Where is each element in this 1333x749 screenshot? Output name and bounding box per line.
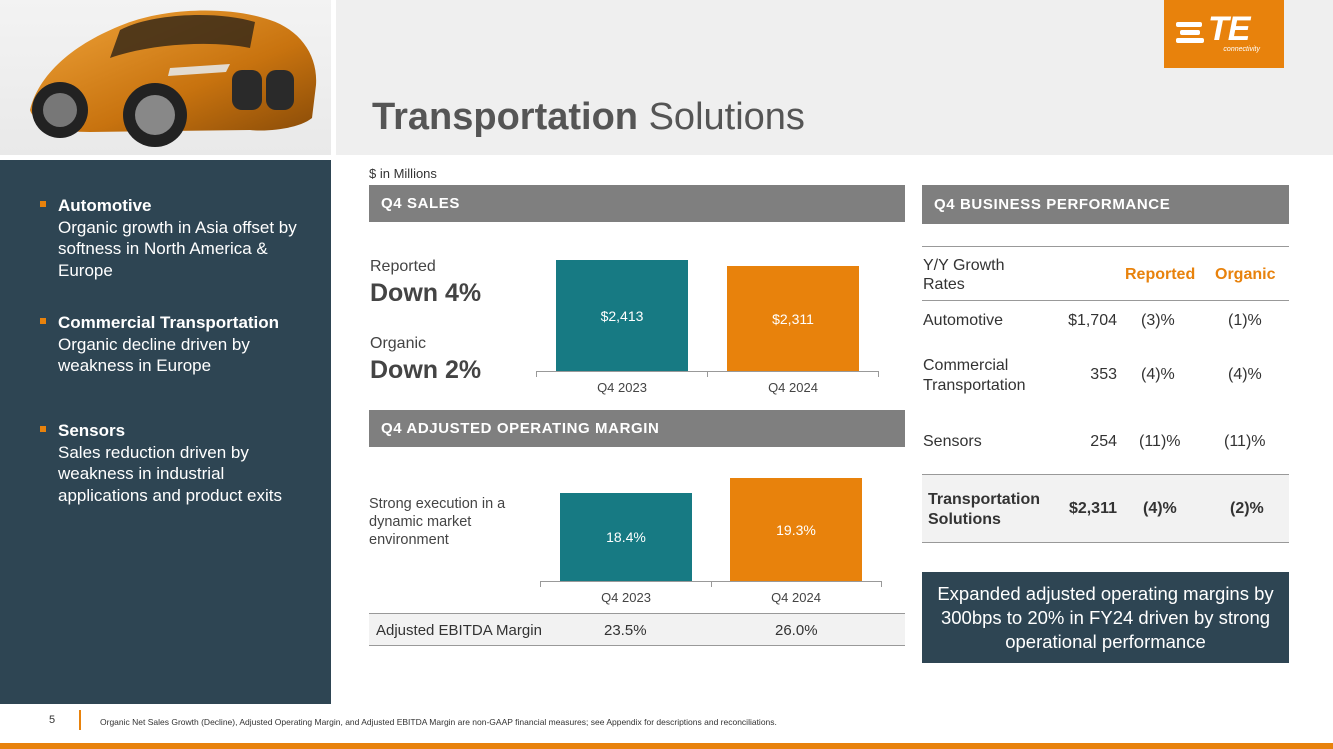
data-label: $2,311 [772, 310, 814, 327]
bullet-heading: Automotive [58, 196, 152, 215]
title-bold: Transportation [372, 96, 639, 138]
row-sales: $1,704 [1068, 312, 1117, 329]
reported-label: Reported [370, 258, 436, 275]
footer-separator [79, 710, 81, 730]
bullet-commercial-transportation: Commercial Transportation Organic decline… [40, 312, 310, 377]
axis-tick [540, 581, 541, 587]
units-note: $ in Millions [369, 166, 437, 181]
footer-note: Organic Net Sales Growth (Decline), Adju… [100, 717, 777, 727]
total-row-bg [922, 475, 1289, 542]
q4-margin-header: Q4 ADJUSTED OPERATING MARGIN [369, 410, 905, 447]
table-rule [922, 474, 1289, 475]
ebitda-q4-2024: 26.0% [775, 622, 818, 639]
x-label: Q4 2024 [771, 590, 821, 605]
row-organic: (11)% [1224, 433, 1266, 450]
row-organic: (4)% [1228, 366, 1262, 383]
data-label: $2,413 [600, 307, 644, 324]
row-name: Commercial Transportation [923, 357, 1026, 394]
total-sales: $2,311 [1068, 500, 1117, 517]
table-rule [922, 246, 1289, 247]
table-rule [922, 300, 1289, 301]
car-illustration [30, 10, 317, 147]
bar-sales-q4-2024: $2,311 [727, 266, 859, 371]
total-organic: (2)% [1230, 500, 1264, 517]
bar-sales-q4-2023: $2,413 [556, 260, 688, 371]
x-label: Q4 2024 [768, 380, 818, 395]
row-sales: 254 [1090, 433, 1117, 450]
execution-note: Strong execution in a dynamic market env… [369, 496, 506, 548]
axis-tick [881, 581, 882, 587]
q4-performance-header: Q4 BUSINESS PERFORMANCE [922, 185, 1289, 224]
table-rule [922, 542, 1289, 543]
page-title: Transportation Solutions [372, 96, 805, 139]
bar-margin-q4-2024: 19.3% [730, 478, 862, 581]
bullet-heading: Sensors [58, 421, 126, 440]
bullet-marker [40, 201, 46, 207]
footer-accent-line [0, 743, 1333, 749]
car-image [0, 0, 331, 155]
ebitda-label: Adjusted EBITDA Margin [376, 622, 542, 639]
data-label: 19.3% [776, 521, 816, 538]
organic-value: Down 2% [370, 356, 482, 384]
sidebar [0, 160, 331, 704]
x-label: Q4 2023 [601, 590, 651, 605]
total-reported: (4)% [1143, 500, 1177, 517]
bullet-sensors: Sensors Sales reduction driven by weaknes… [40, 420, 310, 506]
page-number: 5 [49, 714, 56, 726]
bullet-text: Organic growth in Asia offset by softnes… [58, 217, 297, 280]
row-organic: (1)% [1228, 312, 1262, 329]
col-organic: Organic [1215, 266, 1276, 283]
q4-sales-header: Q4 SALES [369, 185, 905, 222]
x-label: Q4 2023 [597, 380, 647, 395]
data-label: 18.4% [606, 529, 646, 545]
bullet-text: Sales reduction driven by weakness in in… [58, 442, 282, 505]
title-rest: Solutions [638, 96, 805, 138]
logo-text: TE [1208, 10, 1250, 48]
row-reported: (11)% [1139, 433, 1181, 450]
bullet-heading: Commercial Transportation [58, 313, 280, 332]
te-connectivity-logo: TE connectivity [1164, 0, 1284, 68]
logo-subtext: connectivity [1223, 46, 1260, 53]
bar-margin-q4-2023: 18.4% [560, 493, 692, 581]
axis-tick [536, 371, 537, 377]
row-name: Sensors [923, 433, 982, 450]
row-sales: 353 [1090, 366, 1117, 383]
axis-tick [711, 581, 712, 587]
col-growth-rates: Y/Y Growth Rates [923, 257, 1005, 293]
ebitda-row: Adjusted EBITDA Margin 23.5% 26.0% [369, 613, 905, 646]
bullet-marker [40, 318, 46, 324]
axis-tick [707, 371, 708, 377]
organic-label: Organic [370, 335, 427, 352]
total-name: Transportation Solutions [928, 491, 1041, 528]
reported-value: Down 4% [370, 279, 482, 307]
table-header-row: Y/Y Growth Rates Reported Organic [922, 256, 1289, 296]
axis-tick [878, 371, 879, 377]
bullet-automotive: Automotive Organic growth in Asia offset … [40, 195, 310, 281]
margin-callout: Expanded adjusted operating margins by 3… [922, 572, 1289, 663]
col-reported: Reported [1125, 266, 1196, 283]
ebitda-q4-2023: 23.5% [604, 622, 647, 639]
row-name: Automotive [923, 312, 1004, 329]
bullet-text: Organic decline driven by weakness in Eu… [58, 334, 250, 376]
row-reported: (3)% [1141, 312, 1175, 329]
bullet-marker [40, 426, 46, 432]
row-reported: (4)% [1141, 366, 1175, 383]
